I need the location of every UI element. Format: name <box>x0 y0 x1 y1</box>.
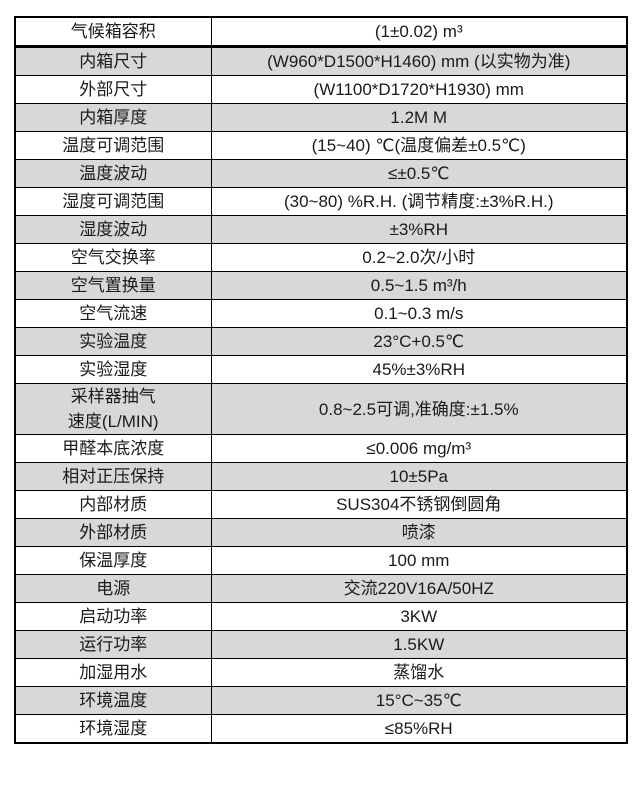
spec-label-cell: 加湿用水 <box>14 658 212 687</box>
table-row: 实验湿度 45%±3%RH <box>14 355 628 384</box>
table-row: 环境温度 15°C~35℃ <box>14 686 628 715</box>
spec-label-cell: 空气交换率 <box>14 243 212 272</box>
spec-value-cell: 蒸馏水 <box>210 658 628 687</box>
table-row: 空气流速 0.1~0.3 m/s <box>14 299 628 328</box>
spec-label-cell: 内箱尺寸 <box>14 46 212 76</box>
spec-label-cell: 启动功率 <box>14 602 212 631</box>
spec-label-cell: 实验温度 <box>14 327 212 356</box>
spec-value-cell: 23°C+0.5℃ <box>210 327 628 356</box>
spec-value-cell: (1±0.02) m³ <box>210 16 628 48</box>
spec-value-cell: 45%±3%RH <box>210 355 628 384</box>
table-row: 启动功率 3KW <box>14 602 628 631</box>
table-row: 温度可调范围 (15~40) ℃(温度偏差±0.5℃) <box>14 131 628 160</box>
spec-value-cell: 0.8~2.5可调,准确度:±1.5% <box>210 383 628 435</box>
table-row: 环境湿度 ≤85%RH <box>14 714 628 744</box>
spec-label-cell: 相对正压保持 <box>14 462 212 491</box>
spec-value-cell: 0.2~2.0次/小时 <box>210 243 628 272</box>
spec-label-cell: 气候箱容积 <box>14 16 212 48</box>
table-row: 湿度可调范围 (30~80) %R.H. (调节精度:±3%R.H.) <box>14 187 628 216</box>
spec-value-cell: 交流220V16A/50HZ <box>210 574 628 603</box>
spec-value-cell: SUS304不锈钢倒圆角 <box>210 490 628 519</box>
table-row: 实验温度 23°C+0.5℃ <box>14 327 628 356</box>
table-row: 空气置换量 0.5~1.5 m³/h <box>14 271 628 300</box>
spec-label-cell: 外部材质 <box>14 518 212 547</box>
spec-label-cell: 内部材质 <box>14 490 212 519</box>
table-row: 温度波动 ≤±0.5℃ <box>14 159 628 188</box>
table-row: 甲醛本底浓度 ≤0.006 mg/m³ <box>14 434 628 463</box>
spec-label-cell: 环境温度 <box>14 686 212 715</box>
table-row: 相对正压保持 10±5Pa <box>14 462 628 491</box>
spec-label-cell: 空气置换量 <box>14 271 212 300</box>
spec-label-cell: 运行功率 <box>14 630 212 659</box>
spec-value-cell: (15~40) ℃(温度偏差±0.5℃) <box>210 131 628 160</box>
spec-label-cell: 温度波动 <box>14 159 212 188</box>
spec-value-cell: 3KW <box>210 602 628 631</box>
spec-value-cell: ≤0.006 mg/m³ <box>210 434 628 463</box>
spec-value-cell: 0.5~1.5 m³/h <box>210 271 628 300</box>
spec-label-cell: 环境湿度 <box>14 714 212 744</box>
table-row: 加湿用水 蒸馏水 <box>14 658 628 687</box>
spec-label-cell: 外部尺寸 <box>14 75 212 104</box>
spec-label-cell: 采样器抽气 速度(L/MIN) <box>14 383 212 435</box>
table-row: 外部材质 喷漆 <box>14 518 628 547</box>
table-row: 内箱厚度 1.2M M <box>14 103 628 132</box>
table-row: 内部材质 SUS304不锈钢倒圆角 <box>14 490 628 519</box>
spec-value-cell: (30~80) %R.H. (调节精度:±3%R.H.) <box>210 187 628 216</box>
spec-label-cell: 甲醛本底浓度 <box>14 434 212 463</box>
spec-label-cell: 保温厚度 <box>14 546 212 575</box>
spec-label-cell: 湿度波动 <box>14 215 212 244</box>
spec-value-cell: 1.2M M <box>210 103 628 132</box>
table-row: 保温厚度 100 mm <box>14 546 628 575</box>
table-row: 运行功率 1.5KW <box>14 630 628 659</box>
spec-value-cell: ±3%RH <box>210 215 628 244</box>
table-row: 外部尺寸 (W1100*D1720*H1930) mm <box>14 75 628 104</box>
table-row: 空气交换率 0.2~2.0次/小时 <box>14 243 628 272</box>
spec-label-cell: 电源 <box>14 574 212 603</box>
spec-label-cell: 温度可调范围 <box>14 131 212 160</box>
table-row: 湿度波动 ±3%RH <box>14 215 628 244</box>
spec-label-cell: 内箱厚度 <box>14 103 212 132</box>
spec-label-cell: 实验湿度 <box>14 355 212 384</box>
spec-value-cell: 0.1~0.3 m/s <box>210 299 628 328</box>
table-row: 内箱尺寸 (W960*D1500*H1460) mm (以实物为准) <box>14 46 628 76</box>
spec-value-cell: 100 mm <box>210 546 628 575</box>
spec-value-cell: 10±5Pa <box>210 462 628 491</box>
table-row: 气候箱容积 (1±0.02) m³ <box>14 16 628 48</box>
spec-label-cell: 空气流速 <box>14 299 212 328</box>
spec-value-cell: ≤85%RH <box>210 714 628 744</box>
table-row: 电源 交流220V16A/50HZ <box>14 574 628 603</box>
spec-table: 气候箱容积 (1±0.02) m³ 内箱尺寸 (W960*D1500*H1460… <box>14 16 628 744</box>
table-row: 采样器抽气 速度(L/MIN) 0.8~2.5可调,准确度:±1.5% <box>14 383 628 435</box>
spec-value-cell: (W1100*D1720*H1930) mm <box>210 75 628 104</box>
spec-label-cell: 湿度可调范围 <box>14 187 212 216</box>
spec-value-cell: 1.5KW <box>210 630 628 659</box>
spec-value-cell: ≤±0.5℃ <box>210 159 628 188</box>
spec-value-cell: 喷漆 <box>210 518 628 547</box>
spec-value-cell: (W960*D1500*H1460) mm (以实物为准) <box>210 46 628 76</box>
spec-value-cell: 15°C~35℃ <box>210 686 628 715</box>
